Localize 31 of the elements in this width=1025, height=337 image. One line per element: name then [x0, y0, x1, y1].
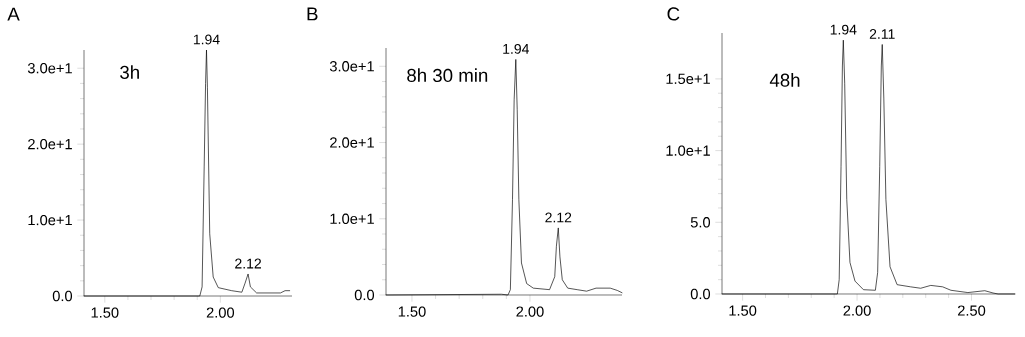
chart-title: B: [307, 7, 318, 21]
y-tick-label: 0.0: [690, 288, 711, 300]
x-tick-label: 1.50: [729, 305, 757, 316]
y-tick-label: 1.5e+1: [666, 73, 710, 85]
y-tick-label: 0.0: [354, 289, 375, 301]
annotation: 3h: [120, 65, 139, 79]
x-tick-label: 1.50: [91, 307, 119, 318]
y-tick-label: 0.0: [52, 290, 73, 302]
annotation: 1.94: [193, 34, 220, 45]
annotation: 2.11: [869, 29, 895, 39]
annotation: 2.12: [235, 258, 261, 269]
y-tick-label: 1.0e+1: [666, 145, 710, 156]
annotation: 2.12: [545, 212, 572, 223]
x-tick-label: 2.00: [516, 306, 544, 317]
annotation: 1.94: [830, 24, 857, 35]
x-tick-label: 1.50: [398, 306, 426, 317]
chart-title: A: [7, 7, 20, 21]
y-tick-label: 1.0e+1: [330, 213, 374, 224]
y-tick-label: 1.0e+1: [28, 214, 72, 226]
annotation: 8h 30 min: [407, 68, 488, 83]
x-tick-label: 2.00: [206, 307, 235, 318]
x-tick-label: 2.00: [843, 305, 871, 316]
y-tick-label: 2.0e+1: [330, 137, 374, 148]
chart-title: C: [667, 7, 680, 21]
annotation: 48h: [769, 73, 800, 87]
y-tick-label: 3.0e+1: [27, 63, 72, 74]
y-tick-label: 2.0e+1: [28, 138, 72, 150]
x-tick-label: 2.50: [957, 305, 986, 316]
y-tick-label: 3.0e+1: [329, 61, 374, 72]
y-tick-label: 5.0: [690, 217, 711, 228]
annotation: 1.94: [503, 43, 529, 54]
